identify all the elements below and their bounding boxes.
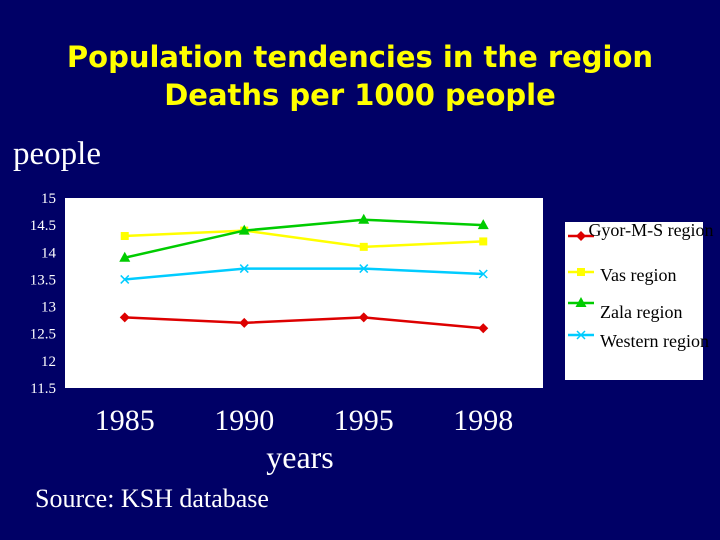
- series-line: [124, 316, 484, 330]
- legend-marker: [577, 268, 585, 276]
- x-axis-label: years: [266, 439, 334, 475]
- data-point: [239, 317, 250, 328]
- y-tick-label: 12.5: [30, 327, 56, 343]
- data-point: [239, 264, 249, 274]
- title-line-1: Population tendencies in the region: [66, 40, 654, 74]
- data-point: [478, 323, 489, 334]
- y-axis-label: people: [13, 136, 101, 172]
- y-tick-label: 11.5: [30, 381, 56, 397]
- y-tick-label: 13: [41, 300, 56, 316]
- series-line: [124, 267, 484, 281]
- series-group: [119, 312, 489, 334]
- data-point: [479, 237, 488, 246]
- data-point: [358, 213, 370, 224]
- series-line: [124, 218, 484, 259]
- legend-entry: Vas region: [568, 265, 676, 285]
- legend-box: [565, 222, 703, 380]
- y-tick-label: 13.5: [30, 272, 56, 288]
- legend-marker: [575, 297, 587, 307]
- legend-entry: Western region: [568, 330, 709, 351]
- x-tick-label: 1995: [334, 404, 394, 437]
- plot-area: [65, 198, 543, 388]
- legend-label: Vas region: [600, 265, 676, 285]
- legend-label: Zala region: [600, 302, 682, 322]
- x-tick-label: 1998: [453, 404, 513, 437]
- y-tick-label: 12: [41, 354, 56, 370]
- y-tick-label: 14: [41, 245, 57, 261]
- title-line-2: Deaths per 1000 people: [164, 78, 556, 112]
- legend-marker: [576, 231, 586, 241]
- series-group: [119, 213, 489, 262]
- x-tick-label: 1990: [214, 404, 274, 437]
- legend: Gyor-M-S region Vas region Zala region West…: [568, 220, 714, 351]
- data-point: [478, 269, 488, 279]
- series-line: [124, 229, 484, 249]
- x-axis-ticks: 1985 1990 1995 1998: [95, 404, 514, 437]
- legend-label: Gyor-M-S region: [588, 220, 713, 240]
- data-point: [119, 312, 130, 323]
- legend-label: Western region: [600, 331, 709, 351]
- data-point: [238, 224, 250, 235]
- x-tick-label: 1985: [95, 404, 155, 437]
- y-tick-label: 14.5: [30, 218, 56, 234]
- data-point: [120, 274, 130, 284]
- data-point: [119, 251, 131, 262]
- data-point: [120, 232, 129, 240]
- source-note: Source: KSH database: [35, 484, 269, 513]
- series-layer: [119, 213, 489, 334]
- y-tick-label: 15: [41, 191, 56, 207]
- y-axis-ticks: 15 14.5 14 13.5 13 12.5 12 11.5: [30, 191, 57, 397]
- slide-title: Population tendencies in the region Deat…: [0, 38, 720, 114]
- legend-entry: Gyor-M-S region: [568, 220, 714, 241]
- data-point: [359, 264, 369, 274]
- legend-marker: [576, 330, 586, 340]
- data-point: [477, 219, 489, 230]
- series-group: [120, 264, 488, 284]
- data-point: [358, 312, 369, 323]
- data-point: [359, 242, 368, 251]
- legend-entry: Zala region: [568, 297, 682, 322]
